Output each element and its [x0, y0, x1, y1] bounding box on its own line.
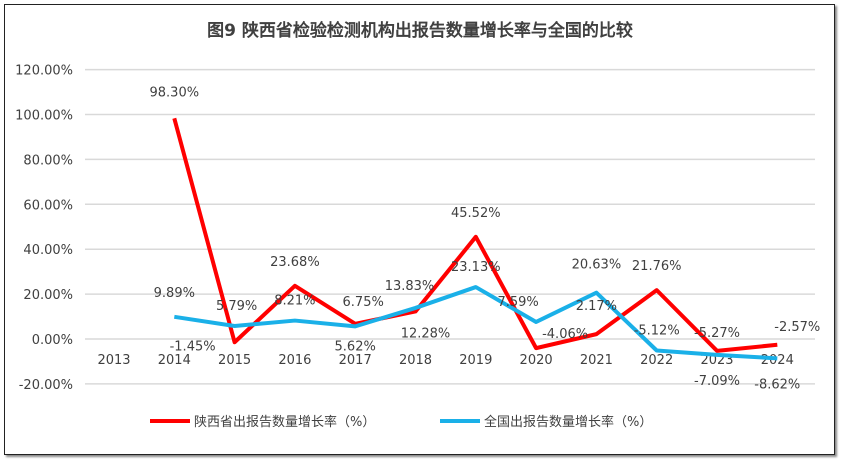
data-label: -5.27%	[694, 326, 740, 341]
x-tick-label: 2020	[520, 353, 553, 368]
data-label: -1.45%	[170, 339, 216, 354]
chart-title: 图9 陕西省检验检测机构出报告数量增长率与全国的比较	[207, 20, 633, 41]
x-tick-label: 2021	[580, 353, 613, 368]
data-label: 2.17%	[576, 299, 617, 314]
data-label: 12.28%	[401, 326, 451, 341]
x-tick-label: 2024	[761, 353, 794, 368]
x-tick-label: 2019	[459, 353, 492, 368]
data-label: 23.13%	[451, 260, 501, 275]
data-label: 6.75%	[343, 295, 384, 310]
data-label: -4.06%	[542, 327, 588, 342]
chart-frame	[4, 4, 835, 455]
y-tick-label: 60.00%	[23, 198, 73, 213]
x-tick-label: 2018	[399, 353, 432, 368]
data-label: -7.09%	[694, 374, 740, 389]
x-tick-label: 2013	[97, 353, 130, 368]
legend-label: 全国出报告数量增长率（%）	[484, 414, 652, 430]
y-tick-label: 0.00%	[32, 333, 73, 348]
data-label: 98.30%	[150, 85, 200, 100]
y-tick-label: 100.00%	[15, 109, 73, 124]
shaanxi-growth-line	[172, 117, 778, 353]
data-label: -8.62%	[754, 377, 800, 392]
data-label: 13.83%	[385, 279, 435, 294]
x-tick-label: 2022	[640, 353, 673, 368]
data-label: -2.57%	[774, 320, 820, 335]
y-tick-label: 120.00%	[15, 64, 73, 79]
legend-label: 陕西省出报告数量增长率（%）	[194, 414, 375, 430]
data-label: 5.62%	[335, 339, 376, 354]
data-label: 23.68%	[270, 255, 320, 270]
data-label: 5.79%	[216, 299, 257, 314]
national-growth-line	[173, 285, 778, 361]
y-tick-label: 40.00%	[23, 243, 73, 258]
x-tick-label: 2016	[278, 353, 311, 368]
data-label: 21.76%	[632, 259, 682, 274]
y-tick-label: 80.00%	[23, 153, 73, 168]
data-label: 9.89%	[154, 286, 195, 301]
x-tick-label: 2017	[339, 353, 372, 368]
data-label: 20.63%	[572, 258, 622, 273]
data-label: -5.12%	[634, 323, 680, 338]
y-tick-label: 20.00%	[23, 288, 73, 303]
y-tick-label: -20.00%	[19, 378, 73, 393]
data-label: 8.21%	[274, 294, 315, 309]
data-label: 7.59%	[497, 295, 538, 310]
x-tick-label: 2014	[158, 353, 191, 368]
data-label: 45.52%	[451, 206, 501, 221]
x-tick-label: 2015	[218, 353, 251, 368]
